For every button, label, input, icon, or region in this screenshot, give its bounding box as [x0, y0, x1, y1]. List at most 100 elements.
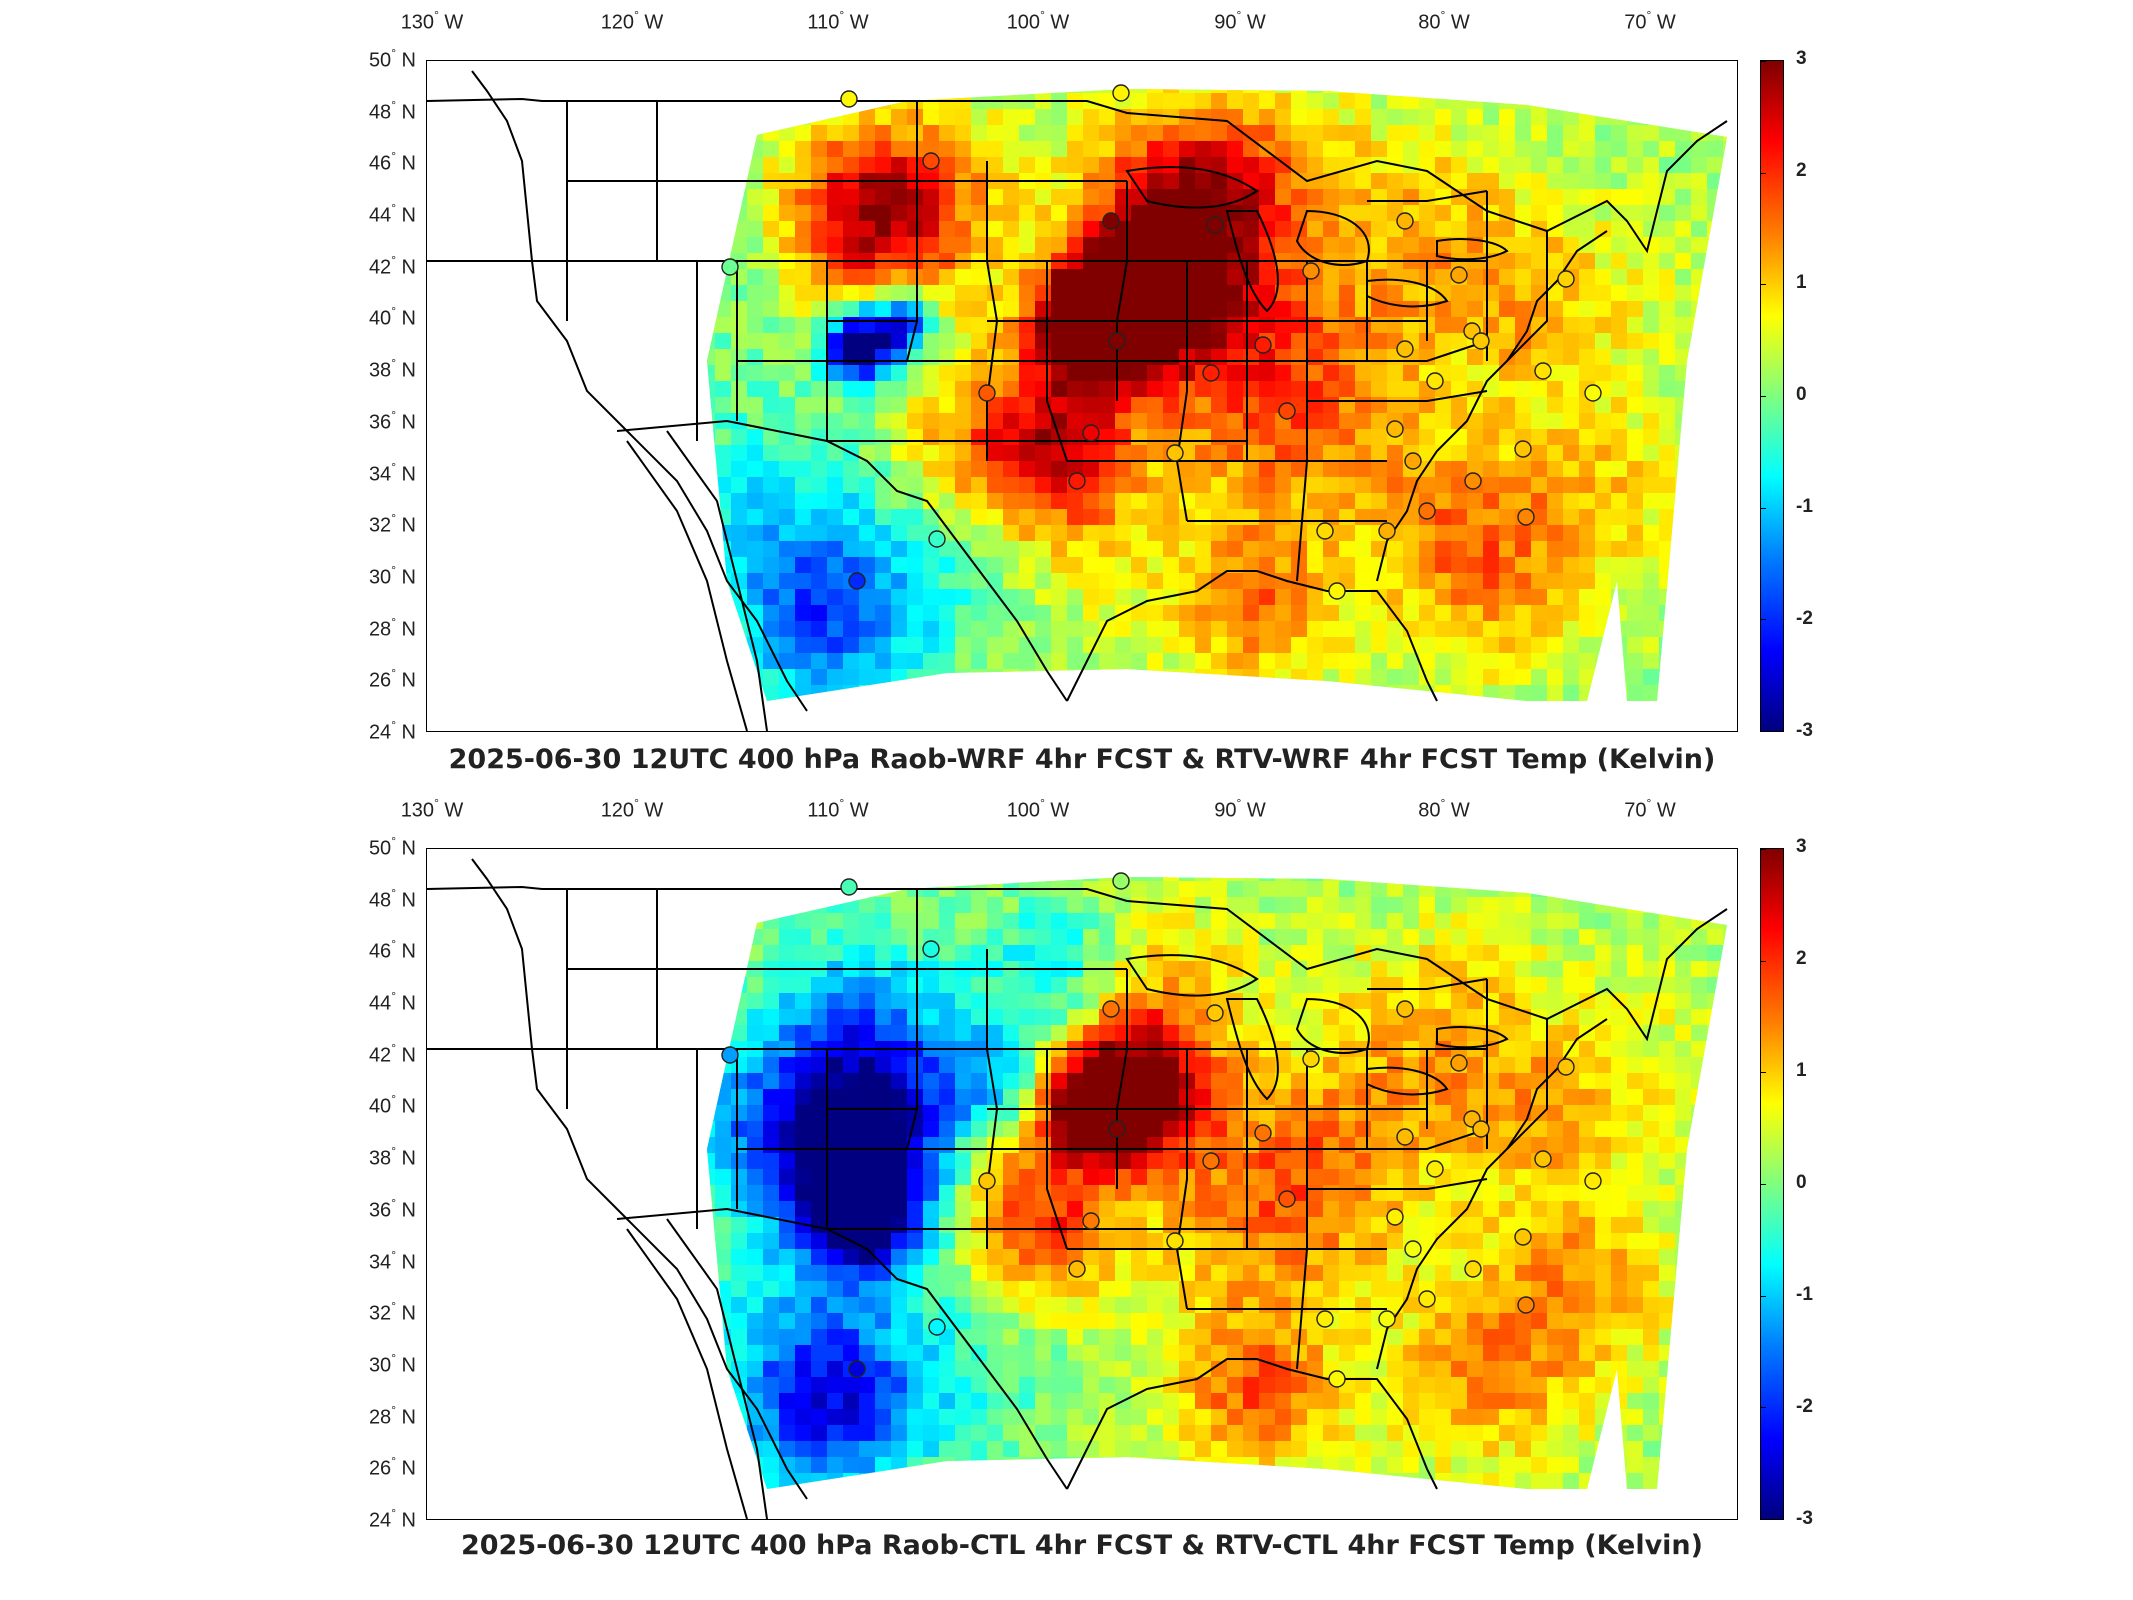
colorbar-tick-mark — [1761, 1295, 1766, 1297]
colorbar-tick-mark — [1761, 960, 1766, 962]
longitude-label: 130° W — [400, 796, 464, 822]
temperature-difference-field — [427, 70, 1728, 731]
colorbar-tick-label: 3 — [1796, 836, 1807, 857]
raob-station-marker — [1396, 340, 1414, 358]
latitude-label: 28° N — [368, 614, 416, 641]
colorbar-tick-mark — [1761, 284, 1766, 286]
colorbar-tick-mark — [1761, 1184, 1766, 1185]
raob-station-marker — [1112, 84, 1130, 102]
panel-title-top: 2025-06-30 12UTC 400 hPa Raob-WRF 4hr FC… — [448, 744, 1716, 775]
longitude-label: 120° W — [600, 796, 664, 822]
raob-station-marker — [1517, 1296, 1535, 1314]
raob-station-marker — [1102, 1000, 1120, 1018]
raob-station-marker — [1202, 364, 1220, 382]
raob-station-marker — [1418, 1290, 1436, 1308]
raob-station-marker — [848, 1360, 866, 1378]
latitude-label: 44° N — [368, 201, 416, 227]
longitude-label: 70° W — [1624, 796, 1676, 822]
raob-station-marker — [1426, 372, 1444, 390]
latitude-label: 26° N — [368, 666, 416, 692]
colorbar-tick-label: -1 — [1796, 496, 1813, 517]
raob-station-marker — [1302, 262, 1320, 280]
latitude-label: 50° N — [368, 834, 416, 860]
colorbar-tick-label: -3 — [1796, 720, 1813, 741]
latitude-label: 30° N — [368, 562, 416, 589]
raob-station-marker — [1108, 1120, 1126, 1138]
latitude-label: 24° N — [368, 718, 416, 744]
longitude-label: 100° W — [1006, 796, 1070, 822]
colorbar-tick-mark — [1761, 731, 1766, 732]
colorbar-tick-mark — [1761, 1519, 1766, 1520]
latitude-label: 42° N — [368, 252, 416, 279]
colorbar-tick-mark — [1761, 1072, 1766, 1074]
raob-station-marker — [1082, 1212, 1100, 1230]
raob-station-marker — [1404, 452, 1422, 470]
raob-station-marker — [1450, 1054, 1468, 1072]
raob-station-marker — [1396, 212, 1414, 230]
raob-station-marker — [1464, 472, 1482, 490]
latitude-label: 34° N — [368, 459, 416, 486]
raob-station-marker — [928, 530, 946, 548]
raob-station-marker — [1278, 402, 1296, 420]
latitude-label: 28° N — [368, 1402, 416, 1429]
raob-station-marker — [1450, 266, 1468, 284]
latitude-label: 30° N — [368, 1350, 416, 1377]
raob-station-marker — [1206, 216, 1224, 234]
raob-station-marker — [1378, 1310, 1396, 1328]
latitude-label: 24° N — [368, 1506, 416, 1532]
colorbar-tick-label: -3 — [1796, 1508, 1813, 1529]
raob-station-marker — [721, 258, 739, 276]
colorbar-top — [1760, 60, 1784, 732]
colorbar-tick-mark — [1761, 61, 1766, 62]
raob-station-marker — [1112, 872, 1130, 890]
colorbar-tick-label: -2 — [1796, 1396, 1813, 1417]
raob-station-marker — [840, 90, 858, 108]
longitude-label: 80° W — [1418, 8, 1470, 34]
raob-station-marker — [721, 1046, 739, 1064]
latitude-label: 32° N — [368, 511, 416, 537]
raob-station-marker — [1302, 1050, 1320, 1068]
longitude-label: 80° W — [1418, 796, 1470, 822]
latitude-label: 36° N — [368, 1195, 416, 1222]
colorbar-tick-mark — [1761, 396, 1766, 397]
raob-station-marker — [1418, 502, 1436, 520]
raob-station-marker — [1396, 1128, 1414, 1146]
raob-station-marker — [922, 940, 940, 958]
colorbar-tick-label: 1 — [1796, 272, 1807, 293]
raob-station-marker — [1068, 472, 1086, 490]
colorbar-tick-mark — [1761, 507, 1766, 509]
latitude-label: 48° N — [368, 885, 416, 912]
raob-station-marker — [1584, 384, 1602, 402]
raob-station-marker — [1557, 1058, 1575, 1076]
raob-station-marker — [978, 1172, 996, 1190]
raob-station-marker — [1166, 444, 1184, 462]
raob-station-marker — [1426, 1160, 1444, 1178]
colorbar-tick-label: 0 — [1796, 1172, 1807, 1193]
raob-station-marker — [1396, 1000, 1414, 1018]
raob-station-marker — [1082, 424, 1100, 442]
temperature-difference-field — [427, 858, 1728, 1519]
latitude-label: 42° N — [368, 1040, 416, 1067]
latitude-label: 46° N — [368, 937, 416, 964]
raob-station-marker — [1472, 332, 1490, 350]
latitude-label: 32° N — [368, 1299, 416, 1325]
latitude-label: 38° N — [368, 356, 416, 382]
longitude-label: 110° W — [807, 796, 869, 822]
raob-station-marker — [1316, 1310, 1334, 1328]
longitude-label: 120° W — [600, 8, 664, 34]
latitude-label: 46° N — [368, 149, 416, 176]
raob-station-marker — [1472, 1120, 1490, 1138]
colorbar-tick-mark — [1761, 619, 1766, 621]
longitude-label: 100° W — [1006, 8, 1070, 34]
map-area-bottom — [426, 848, 1738, 1520]
raob-station-marker — [1108, 332, 1126, 350]
latitude-label: 44° N — [368, 989, 416, 1015]
panel-title-bottom: 2025-06-30 12UTC 400 hPa Raob-CTL 4hr FC… — [460, 1530, 1703, 1561]
longitude-label: 110° W — [807, 8, 869, 34]
raob-station-marker — [1534, 362, 1552, 380]
raob-station-marker — [1386, 420, 1404, 438]
raob-station-marker — [1206, 1004, 1224, 1022]
latitude-label: 40° N — [368, 1092, 416, 1119]
raob-station-marker — [1386, 1208, 1404, 1226]
raob-station-marker — [1404, 1240, 1422, 1258]
